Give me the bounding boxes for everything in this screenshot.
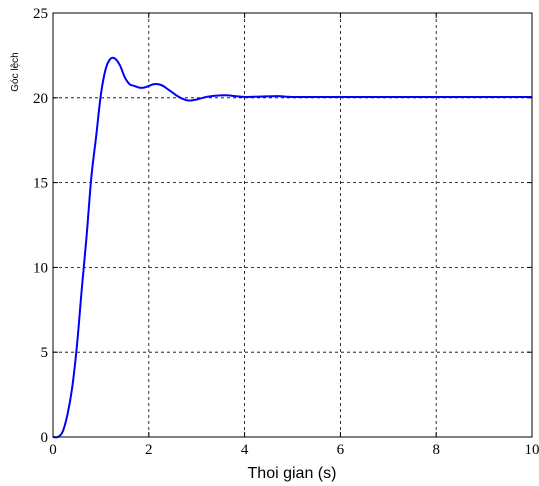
x-tick-label: 6 xyxy=(337,442,345,458)
x-tick-label: 4 xyxy=(241,442,249,458)
series-line xyxy=(52,56,532,439)
y-axis-label: Góc lệch xyxy=(10,52,21,91)
x-tick-label: 2 xyxy=(145,442,153,458)
y-tick-label: 20 xyxy=(33,91,48,107)
x-tick-label: 0 xyxy=(49,442,57,458)
grid-lines xyxy=(53,13,532,437)
x-tick-label: 10 xyxy=(525,442,539,458)
y-tick-label: 5 xyxy=(41,345,49,361)
plot-background xyxy=(53,13,532,437)
x-tick-label: 8 xyxy=(432,442,440,458)
y-tick-label: 25 xyxy=(33,6,48,22)
tick-labels: 0 2 4 6 8 10 0 5 10 15 20 25 xyxy=(33,6,539,458)
tick-marks xyxy=(52,12,533,438)
y-tick-label: 10 xyxy=(33,260,48,276)
x-axis-label: Thoi gian (s) xyxy=(248,465,337,482)
y-tick-label: 15 xyxy=(33,176,48,192)
y-tick-label: 0 xyxy=(41,430,49,446)
plot-frame xyxy=(52,12,533,438)
series-layer xyxy=(52,56,532,439)
